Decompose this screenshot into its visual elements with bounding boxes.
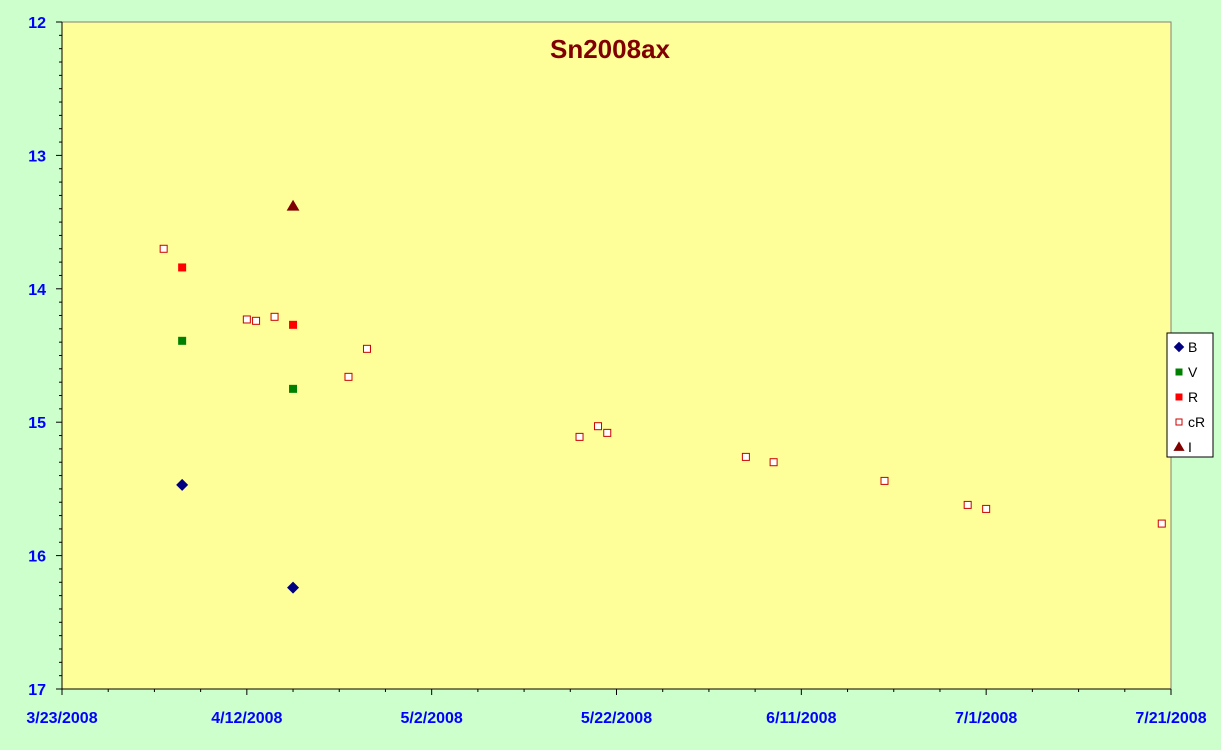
legend-box [1166,332,1214,458]
x-tick-label: 7/1/2008 [955,710,1017,727]
x-tick-label: 6/11/2008 [766,710,836,727]
legend-label-cr: cR [1188,414,1205,430]
data-point-cr [252,316,261,325]
data-point-r [289,320,298,329]
data-point-cr [270,312,279,321]
data-point-r [178,263,187,272]
data-point-cr [362,344,371,353]
x-tick-label: 5/2/2008 [401,710,463,727]
x-tick-label: 4/12/2008 [211,710,282,727]
legend-label-i: I [1188,439,1192,455]
data-point-i [286,199,300,211]
legend-label-v: V [1188,364,1198,380]
data-point-cr [963,500,972,509]
legend-marker-r [1175,393,1183,401]
x-tick-label: 3/23/2008 [26,710,97,727]
data-point-cr [242,315,251,324]
data-point-cr [880,476,889,485]
y-tick-label: 12 [28,15,46,32]
data-point-cr [594,422,603,431]
series-v [178,336,298,393]
data-point-v [289,384,298,393]
data-points [159,199,1166,594]
data-point-v [178,336,187,345]
data-point-cr [769,458,778,467]
legend-label-b: B [1188,339,1197,355]
data-point-cr [159,244,168,253]
data-point-cr [741,452,750,461]
x-tick-label: 7/21/2008 [1135,710,1206,727]
data-point-cr [603,428,612,437]
series-i [286,199,300,211]
legend-label-r: R [1188,389,1198,405]
data-point-b [176,478,189,491]
series-r [178,263,298,329]
x-tick-label: 5/22/2008 [581,710,652,727]
data-point-b [287,581,300,594]
legend-marker-i [1173,441,1185,451]
legend-marker-cr [1175,418,1183,426]
series-cr [159,244,1166,528]
legend-marker-b [1173,341,1185,353]
y-tick-label: 17 [28,682,46,699]
data-point-cr [982,504,991,513]
data-point-cr [1157,519,1166,528]
y-tick-label: 15 [28,415,46,432]
data-point-cr [344,372,353,381]
y-tick-label: 13 [28,148,46,165]
y-tick-label: 14 [28,282,46,299]
legend-marker-v [1175,368,1183,376]
axes [56,21,1172,695]
series-b [176,478,300,594]
plot-area [61,21,1172,690]
tick-labels: 12 13 14 15 16 17 3/23/2008 4/12/2008 5/2/2008 5/… [26,15,1206,727]
y-tick-label: 16 [28,549,46,566]
data-point-cr [575,432,584,441]
chart-title: Sn2008ax [550,34,671,64]
